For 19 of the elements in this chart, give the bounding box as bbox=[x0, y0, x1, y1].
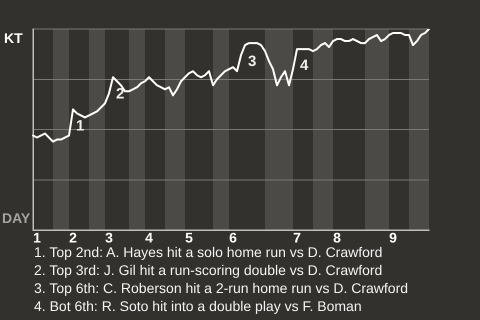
x-tick-label: 9 bbox=[389, 229, 398, 246]
x-tick-label: 2 bbox=[69, 229, 78, 246]
annotation: 3 bbox=[248, 53, 256, 70]
text: 1. Top 2nd: A. Hayes hit a solo home run vs D. Crawford bbox=[34, 244, 382, 260]
x-tick-label: 3 bbox=[105, 229, 114, 246]
x-tick-label: 6 bbox=[229, 229, 238, 246]
x-tick-label: 5 bbox=[185, 229, 194, 246]
text: 2. Top 3rd: J. Gil hit a run-scoring double vs D. Crawford bbox=[34, 261, 384, 279]
x-tick-label: 8 bbox=[333, 229, 342, 246]
text: 3. Top 6th: C. Roberson hit a 2-run home run vs D. Crawford bbox=[34, 279, 408, 297]
text: 4. Bot 6th: R. Soto hit into a double play vs F. Boman bbox=[34, 297, 363, 315]
x-tick-label: 4 bbox=[145, 229, 154, 246]
annotation: 1 bbox=[76, 118, 84, 135]
text: KT bbox=[4, 30, 24, 46]
x-tick-label: 7 bbox=[293, 229, 302, 246]
text: DAY bbox=[2, 210, 31, 226]
annotation: 2 bbox=[116, 85, 124, 102]
annotation: 4 bbox=[300, 57, 309, 74]
x-tick-label: 1 bbox=[33, 229, 42, 246]
